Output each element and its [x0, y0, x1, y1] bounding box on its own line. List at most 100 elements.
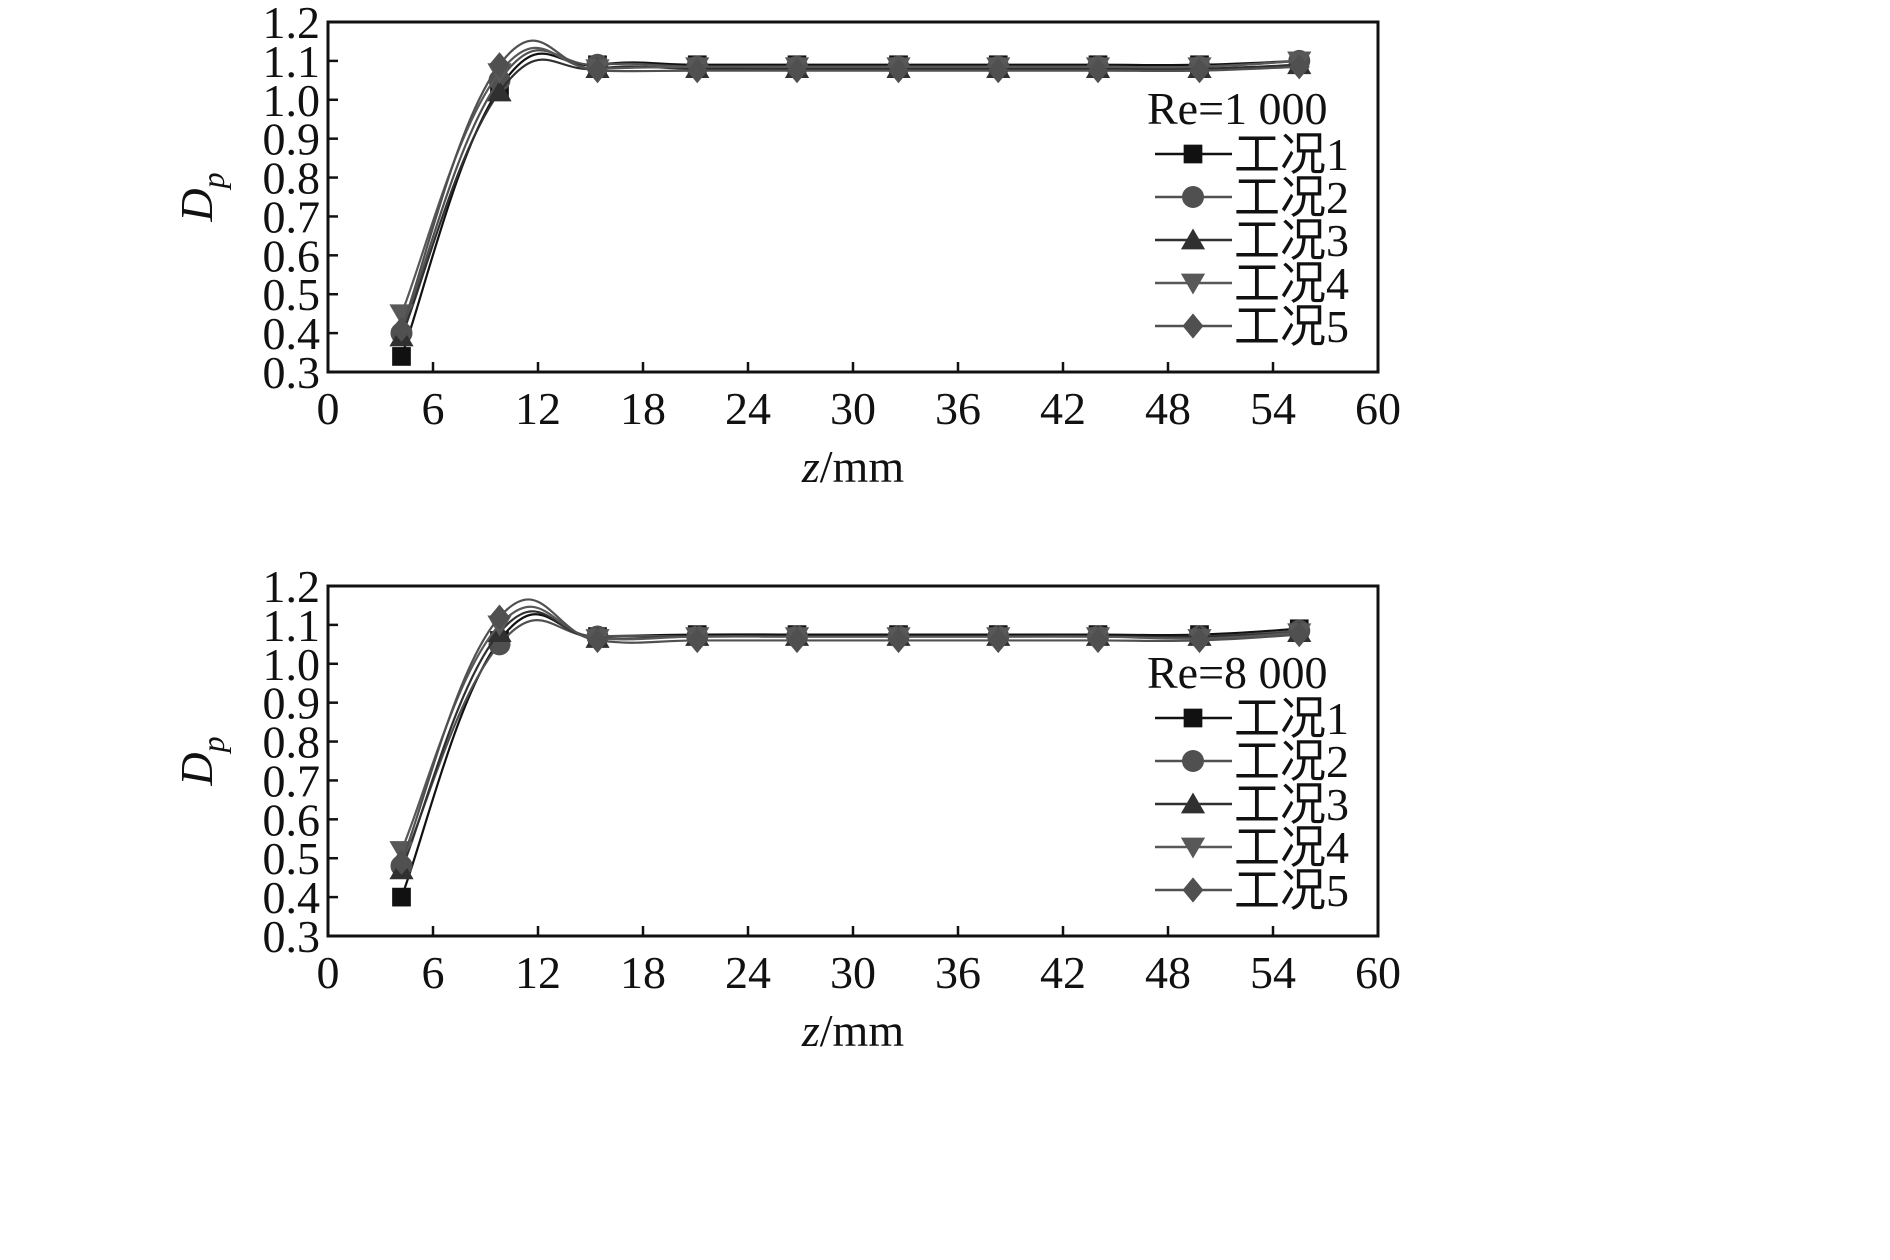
data-point — [587, 627, 608, 654]
x-axis-unit: /mm — [820, 1005, 905, 1056]
x-tick-label: 0 — [317, 383, 340, 434]
x-tick-label: 30 — [830, 383, 876, 434]
legend-marker — [1180, 837, 1206, 859]
x-tick-label: 48 — [1145, 383, 1191, 434]
data-point — [1189, 57, 1210, 84]
series-line — [400, 605, 1300, 851]
legend-marker — [1183, 708, 1203, 728]
x-tick-label: 24 — [725, 947, 771, 998]
x-tick-label: 36 — [935, 383, 981, 434]
legend-marker — [1182, 750, 1204, 772]
x-tick-label: 42 — [1040, 383, 1086, 434]
y-tick-label: 0.5 — [263, 269, 321, 320]
x-tick-label: 24 — [725, 383, 771, 434]
data-point — [1288, 54, 1310, 80]
x-tick-label: 60 — [1355, 947, 1401, 998]
data-point — [1189, 627, 1210, 654]
x-axis-title: z/mm — [801, 1005, 904, 1056]
x-axis-variable: z — [801, 441, 820, 492]
y-axis-title: Dp — [171, 736, 231, 786]
x-axis-title: z/mm — [801, 441, 904, 492]
x-tick-label: 6 — [422, 947, 445, 998]
x-axis-variable: z — [801, 1005, 820, 1056]
legend-label: 工况5 — [1234, 301, 1349, 352]
y-tick-label: 0.6 — [263, 794, 321, 845]
x-tick-label: 48 — [1145, 947, 1191, 998]
legend-item-3: 工况3 — [1155, 779, 1349, 830]
y-tick-label: 0.7 — [263, 191, 321, 242]
y-tick-label: 1.1 — [263, 600, 321, 651]
y-tick-label: 0.4 — [263, 872, 321, 923]
data-point — [888, 627, 909, 654]
legend-label: 工况4 — [1234, 258, 1349, 309]
y-tick-label: 1.0 — [263, 639, 321, 690]
legend-label: 工况3 — [1234, 779, 1349, 830]
series-4 — [389, 605, 1312, 862]
data-point — [888, 57, 909, 84]
x-tick-label: 36 — [935, 947, 981, 998]
legend-item-2: 工况2 — [1155, 736, 1349, 787]
y-tick-label: 0.9 — [263, 678, 321, 729]
data-point — [686, 627, 708, 654]
y-tick-label: 1.0 — [263, 75, 321, 126]
legend-item-4: 工况4 — [1155, 822, 1349, 873]
y-tick-label: 0.5 — [263, 833, 321, 884]
x-tick-label: 42 — [1040, 947, 1086, 998]
data-point — [392, 347, 411, 366]
data-point — [587, 57, 608, 84]
y-tick-label: 0.3 — [263, 347, 321, 398]
data-point — [1087, 627, 1109, 654]
x-tick-label: 18 — [620, 383, 666, 434]
x-tick-label: 54 — [1250, 383, 1296, 434]
legend-item-5: 工况5 — [1155, 865, 1349, 916]
legend-title: Re=1 000 — [1147, 83, 1328, 134]
legend-label: 工况2 — [1234, 172, 1349, 223]
legend-label: 工况2 — [1234, 736, 1349, 787]
legend-marker — [1182, 313, 1204, 339]
chart-re-1000: 0 6 12 18 24 30 36 42 48 54 60 0.30.40.50.60.70.80.… — [171, 0, 1401, 492]
legend-item-2: 工况2 — [1155, 172, 1349, 223]
x-tick-label: 60 — [1355, 383, 1401, 434]
y-axis-title: Dp — [171, 172, 231, 222]
data-point — [786, 627, 808, 654]
x-axis-unit: /mm — [820, 441, 905, 492]
x-tick-label: 6 — [422, 383, 445, 434]
legend-item-5: 工况5 — [1155, 301, 1349, 352]
y-axis-variable: D — [171, 188, 222, 222]
data-point — [987, 57, 1009, 84]
data-point — [489, 604, 510, 630]
y-axis-subscript: p — [195, 736, 231, 754]
data-point — [686, 57, 708, 84]
legend-label: 工况3 — [1234, 215, 1349, 266]
legend-marker — [1180, 792, 1206, 814]
x-tick-label: 12 — [515, 383, 561, 434]
y-axis-variable: D — [171, 752, 222, 786]
y-tick-label: 0.6 — [263, 230, 321, 281]
y-tick-label: 0.9 — [263, 114, 321, 165]
data-point — [786, 57, 808, 84]
x-tick-label: 0 — [317, 947, 340, 998]
legend-item-4: 工况4 — [1155, 258, 1349, 309]
y-tick-label: 1.1 — [263, 36, 321, 87]
legend-marker — [1182, 877, 1204, 903]
y-axis-subscript: p — [195, 172, 231, 190]
legend-item-1: 工况1 — [1155, 129, 1349, 180]
data-point — [391, 316, 412, 342]
data-point — [487, 80, 512, 102]
legend-item-1: 工况1 — [1155, 693, 1349, 744]
legend-marker — [1183, 144, 1203, 164]
x-tick-label: 30 — [830, 947, 876, 998]
series-5 — [391, 39, 1310, 342]
x-tick-label: 54 — [1250, 947, 1296, 998]
y-tick-label: 0.8 — [263, 717, 321, 768]
legend-marker — [1180, 273, 1206, 295]
legend-label: 工况1 — [1234, 129, 1349, 180]
y-tick-label: 0.4 — [263, 308, 321, 359]
y-tick-label: 0.3 — [263, 911, 321, 962]
data-point — [489, 52, 510, 78]
y-tick-label: 0.8 — [263, 153, 321, 204]
legend-label: 工况4 — [1234, 822, 1349, 873]
